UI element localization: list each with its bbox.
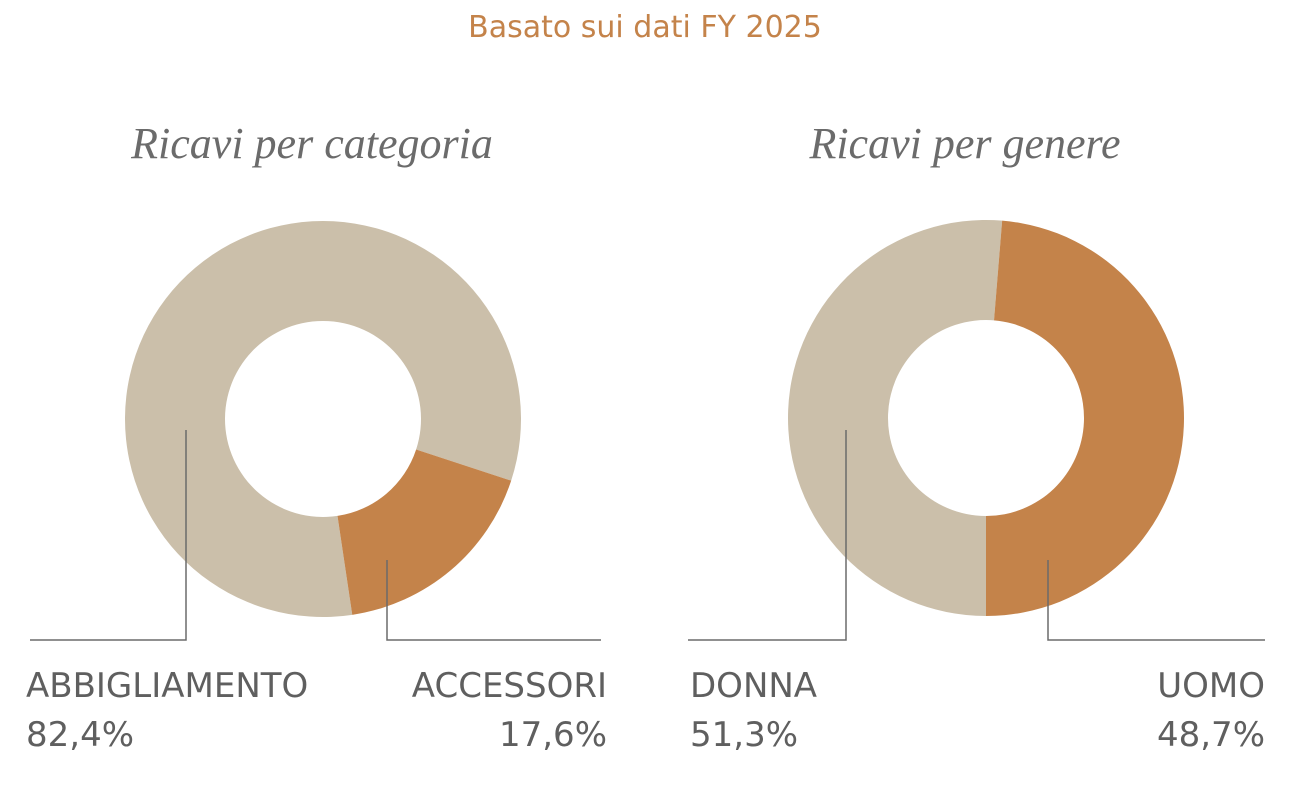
category-label: ABBIGLIAMENTO bbox=[26, 666, 308, 706]
leader-line bbox=[30, 430, 187, 641]
leader-line bbox=[1047, 560, 1265, 641]
chart-title: Ricavi per categoria bbox=[130, 119, 493, 168]
value-label: 82,4% bbox=[26, 715, 134, 755]
category-label: DONNA bbox=[690, 666, 817, 706]
leader-line bbox=[688, 430, 847, 641]
donut-slice bbox=[788, 220, 1003, 617]
category-label: ACCESSORI bbox=[412, 666, 607, 706]
leader-line bbox=[386, 560, 601, 641]
donut-slice bbox=[986, 220, 1184, 616]
donut-slice bbox=[337, 449, 512, 615]
value-label: 48,7% bbox=[1157, 715, 1265, 755]
subtitle: Basato sui dati FY 2025 bbox=[468, 10, 822, 45]
donut-slice bbox=[124, 220, 522, 618]
category-label: UOMO bbox=[1157, 666, 1265, 706]
value-label: 51,3% bbox=[690, 715, 798, 755]
value-label: 17,6% bbox=[499, 715, 607, 755]
chart-title: Ricavi per genere bbox=[808, 119, 1120, 168]
